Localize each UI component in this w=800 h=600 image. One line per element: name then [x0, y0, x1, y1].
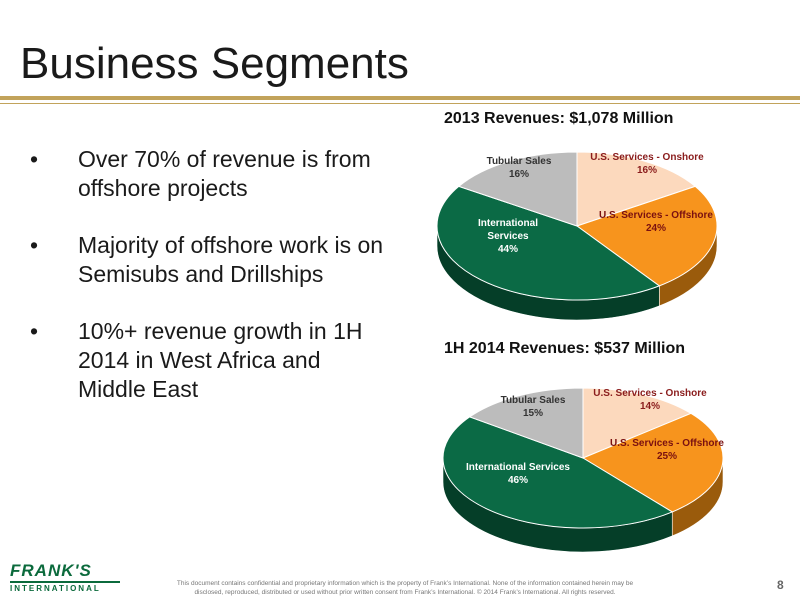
pie-data-label: U.S. Services - Offshore 24% — [599, 210, 713, 234]
pie-data-label: International Services 44% — [478, 218, 538, 255]
pie-slice — [442, 416, 674, 529]
bullet-dot: • — [30, 146, 39, 172]
bullet-list: • Over 70% of revenue is from offshore pr… — [30, 145, 390, 432]
title-rule-thick — [0, 96, 800, 100]
company-logo: FRANK'S INTERNATIONAL — [10, 562, 120, 598]
bullet-dot: • — [30, 232, 39, 258]
pie-data-label: Tubular Sales 16% — [487, 156, 552, 180]
pie-slice — [581, 412, 724, 513]
bullet-text: Majority of offshore work is on Semisubs… — [78, 232, 384, 287]
pie-slice — [436, 185, 661, 301]
pie-data-label: Tubular Sales 15% — [501, 395, 566, 419]
bullet-dot: • — [30, 318, 39, 344]
bullet-text: 10%+ revenue growth in 1H 2014 in West A… — [78, 318, 363, 402]
logo-subtitle: INTERNATIONAL — [10, 581, 120, 593]
bullet-item: • Over 70% of revenue is from offshore pr… — [30, 145, 390, 203]
bullet-text: Over 70% of revenue is from offshore pro… — [78, 146, 371, 201]
pie-slice — [468, 387, 584, 459]
pie-slice — [575, 185, 718, 287]
pie-data-label: U.S. Services - Onshore 14% — [593, 388, 707, 412]
pie-data-label: U.S. Services - Offshore 25% — [610, 438, 724, 462]
pie-data-label: U.S. Services - Onshore 16% — [590, 152, 704, 176]
title-rule-thin — [0, 103, 800, 104]
pie-slice — [582, 387, 692, 459]
bullet-item: • 10%+ revenue growth in 1H 2014 in West … — [30, 317, 390, 404]
page-number: 8 — [777, 578, 784, 592]
chart-title-2013: 2013 Revenues: $1,078 Million — [444, 110, 674, 127]
bullet-item: • Majority of offshore work is on Semisub… — [30, 231, 390, 289]
pie-slice — [457, 151, 578, 227]
chart-title-1h2014: 1H 2014 Revenues: $537 Million — [444, 340, 685, 357]
pie-data-label: International Services 46% — [466, 462, 570, 486]
slide-title: Business Segments — [20, 39, 409, 88]
logo-wordmark: FRANK'S — [10, 561, 92, 580]
pie-slice — [576, 151, 697, 227]
footer-disclaimer: This document contains confidential and … — [176, 580, 634, 596]
